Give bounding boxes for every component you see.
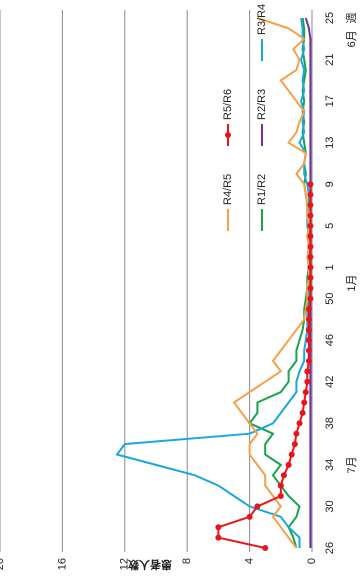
month-label: 1月 xyxy=(346,274,358,291)
legend-label: R3/R4 xyxy=(256,4,268,35)
x-tick-label: 9 xyxy=(324,181,336,187)
series-line xyxy=(217,184,312,549)
series-marker xyxy=(277,482,284,489)
series-marker xyxy=(304,368,311,375)
month-label: 7月 xyxy=(346,456,358,473)
series-marker xyxy=(307,264,314,271)
series-marker xyxy=(280,472,287,479)
series-marker xyxy=(307,222,314,229)
series-marker xyxy=(305,326,312,333)
x-tick-label: 17 xyxy=(324,95,336,107)
series-marker xyxy=(307,254,314,261)
y-tick-label: 16 xyxy=(56,558,68,570)
x-axis-title: 週 xyxy=(345,13,358,24)
series-marker xyxy=(307,233,314,240)
series-marker xyxy=(291,441,298,448)
y-tick-label: 20 xyxy=(0,558,6,570)
x-tick-label: 13 xyxy=(324,137,336,149)
series-marker xyxy=(305,305,312,312)
x-tick-label: 1 xyxy=(324,264,336,270)
series-marker xyxy=(305,357,312,364)
series-marker xyxy=(285,461,292,468)
series-marker xyxy=(307,243,314,250)
month-label: 6月 xyxy=(346,30,358,47)
series-marker xyxy=(301,399,308,406)
series-line xyxy=(115,17,310,548)
x-tick-label: 42 xyxy=(324,376,336,388)
series-marker xyxy=(288,451,295,458)
x-tick-label: 21 xyxy=(324,53,336,65)
series-marker xyxy=(254,503,261,510)
series-marker xyxy=(246,513,253,520)
x-tick-label: 46 xyxy=(324,334,336,346)
legend-label: R1/R2 xyxy=(256,174,268,205)
y-tick-label: 0 xyxy=(306,558,318,564)
series-line xyxy=(232,17,310,549)
series-marker xyxy=(307,295,314,302)
series-marker xyxy=(307,212,314,219)
y-tick-label: 4 xyxy=(244,558,256,564)
x-tick-label: 38 xyxy=(324,417,336,429)
legend-marker xyxy=(225,132,231,138)
legend-label: R5/R6 xyxy=(222,89,234,120)
rotated-chart: 0 4 8 12 16 20 患者人数 26 30 34 38 42 46 50 1 5 9 13 17 21 25 7月… xyxy=(0,4,358,572)
series-marker xyxy=(296,420,303,427)
legend-label: R2/R3 xyxy=(256,89,268,120)
y-axis-title: 患者人数 xyxy=(127,558,172,572)
x-tick-label: 30 xyxy=(324,500,336,512)
series-marker xyxy=(307,202,314,209)
series-marker xyxy=(307,191,314,198)
series-marker xyxy=(307,274,314,281)
series-marker xyxy=(304,378,311,385)
series-marker xyxy=(293,430,300,437)
series-marker xyxy=(215,534,222,541)
x-tick-label: 25 xyxy=(324,12,336,24)
series-marker xyxy=(307,181,314,188)
y-tick-label: 12 xyxy=(119,558,131,570)
series-marker xyxy=(305,347,312,354)
series-marker xyxy=(307,285,314,292)
x-tick-label: 5 xyxy=(324,223,336,229)
y-tick-label: 8 xyxy=(181,558,193,564)
series-marker xyxy=(302,389,309,396)
legend-label: R4/R5 xyxy=(222,174,234,205)
x-tick-label: 34 xyxy=(324,459,336,471)
series-marker xyxy=(262,545,269,551)
series-marker xyxy=(305,316,312,323)
series-marker xyxy=(277,493,284,500)
series-marker xyxy=(215,524,222,531)
series-marker xyxy=(299,409,306,416)
x-tick-label: 50 xyxy=(324,292,336,304)
series-marker xyxy=(305,337,312,344)
x-tick-label: 26 xyxy=(324,542,336,554)
